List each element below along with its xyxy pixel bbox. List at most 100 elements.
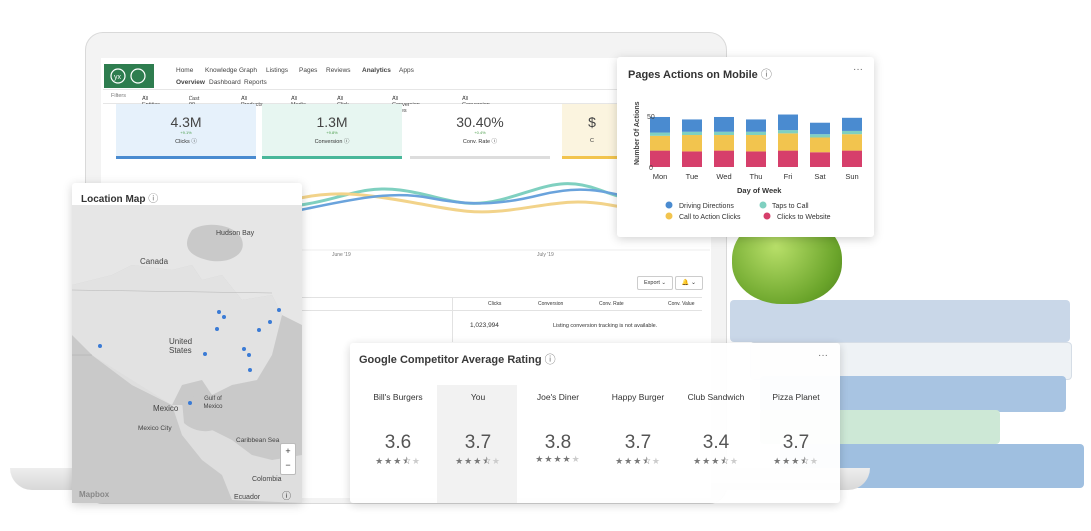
- map-label-united-states: United States: [169, 337, 193, 355]
- map-marker[interactable]: [277, 308, 281, 312]
- bar-clicks-to-website-fri[interactable]: [778, 150, 798, 167]
- nav-apps[interactable]: Apps: [399, 67, 414, 74]
- filter-media[interactable]: All Media ⌄: [291, 93, 306, 108]
- map-info-icon[interactable]: ⓘ: [282, 491, 292, 501]
- filter-entities[interactable]: All Entities ⌄: [142, 93, 160, 108]
- map-marker[interactable]: [257, 328, 261, 332]
- bar-taps-to-call-sat[interactable]: [810, 134, 830, 138]
- nav-reviews[interactable]: Reviews: [326, 67, 351, 74]
- map-marker[interactable]: [188, 401, 192, 405]
- legend-call-to-action[interactable]: Call to Action Clicks: [679, 214, 741, 221]
- info-icon[interactable]: ⓘ: [148, 194, 159, 205]
- competitor-column: Joe's Diner 3.8 ★★★★★: [518, 392, 598, 465]
- table-header-conv-rate[interactable]: Conv. Rate: [599, 301, 624, 307]
- tab-reports[interactable]: Reports: [244, 79, 267, 86]
- bar-call-to-action-clicks-sat[interactable]: [810, 137, 830, 153]
- mapbox-attribution[interactable]: Mapbox: [79, 490, 110, 499]
- bar-call-to-action-clicks-sun[interactable]: [842, 134, 862, 151]
- table-header-conversion[interactable]: Conversion: [538, 301, 564, 307]
- bar-driving-directions-wed[interactable]: [714, 116, 734, 132]
- filter-conversion-actions[interactable]: All Conversion Actions ⌄: [462, 93, 490, 114]
- bar-driving-directions-sun[interactable]: [842, 117, 862, 131]
- nav-knowledge-graph[interactable]: Knowledge Graph: [205, 67, 258, 74]
- bar-taps-to-call-wed[interactable]: [714, 131, 734, 136]
- bar-call-to-action-clicks-thu[interactable]: [746, 135, 766, 152]
- bar-driving-directions-mon[interactable]: [650, 116, 670, 133]
- competitor-rating-title: Google Competitor Average Rating ⓘ: [359, 354, 556, 366]
- zoom-out-button[interactable]: −: [285, 460, 291, 470]
- nav-listings[interactable]: Listings: [266, 67, 289, 74]
- competitor-column: Happy Burger 3.7 ★★★⯪★: [598, 392, 678, 470]
- kpi-delta: +9.8%: [326, 130, 338, 135]
- bar-taps-to-call-thu[interactable]: [746, 131, 766, 136]
- filter-conversion-types[interactable]: All Conversion Types ⌄: [392, 93, 420, 114]
- bar-driving-directions-sat[interactable]: [810, 122, 830, 135]
- legend-clicks-to-website[interactable]: Clicks to Website: [777, 214, 831, 221]
- bar-taps-to-call-mon[interactable]: [650, 132, 670, 136]
- bar-clicks-to-website-tue[interactable]: [682, 151, 702, 167]
- filter-date[interactable]: Last 90 Days ⌄: [189, 93, 202, 114]
- legend-driving-directions[interactable]: Driving Directions: [679, 203, 734, 210]
- bar-call-to-action-clicks-mon[interactable]: [650, 135, 670, 151]
- bar-call-to-action-clicks-tue[interactable]: [682, 135, 702, 152]
- bell-icon: 🔔: [681, 280, 690, 286]
- more-options-icon[interactable]: ···: [818, 350, 828, 361]
- competitor-name: You: [470, 392, 486, 402]
- legend-taps-to-call[interactable]: Taps to Call: [772, 203, 809, 210]
- table-header-clicks[interactable]: Clicks: [488, 301, 502, 307]
- filter-click-types[interactable]: All Click Types ⌄: [337, 93, 352, 114]
- nav-pages[interactable]: Pages: [299, 67, 318, 74]
- map-marker[interactable]: [98, 344, 102, 348]
- info-icon[interactable]: ⓘ: [544, 354, 556, 366]
- map-land: [72, 205, 302, 503]
- kpi-conv-value[interactable]: $ C: [562, 104, 622, 159]
- table-header-conv-value[interactable]: Conv. Value: [668, 301, 695, 307]
- bar-driving-directions-fri[interactable]: [778, 114, 798, 131]
- map-marker[interactable]: [268, 320, 272, 324]
- map-label-gulf-of-mexico: Gulf of Mexico: [203, 396, 223, 410]
- map-marker[interactable]: [222, 315, 226, 319]
- bar-call-to-action-clicks-fri[interactable]: [778, 133, 798, 151]
- map-marker[interactable]: [217, 310, 221, 314]
- map-marker[interactable]: [203, 352, 207, 356]
- location-map-card: Location Map ⓘ Hudson Bay Canada United …: [72, 183, 302, 503]
- tab-overview[interactable]: Overview: [176, 79, 205, 86]
- bar-clicks-to-website-sun[interactable]: [842, 150, 862, 167]
- kpi-conv-rate[interactable]: 30.40% +0.4% Conv. Rate ⓘ: [410, 104, 550, 159]
- alert-button[interactable]: 🔔 ⌄: [675, 276, 703, 290]
- bar-clicks-to-website-mon[interactable]: [650, 150, 670, 167]
- chart-y-axis-label: Number Of Actions: [634, 101, 641, 165]
- map-marker[interactable]: [215, 327, 219, 331]
- map-marker[interactable]: [248, 368, 252, 372]
- export-button[interactable]: Export ⌄: [637, 276, 673, 290]
- competitor-name: Joe's Diner: [536, 392, 580, 402]
- bar-taps-to-call-fri[interactable]: [778, 130, 798, 134]
- bar-clicks-to-website-thu[interactable]: [746, 151, 766, 167]
- bar-call-to-action-clicks-wed[interactable]: [714, 135, 734, 151]
- kpi-clicks[interactable]: 4.3M +9.1% Clicks ⓘ: [116, 104, 256, 159]
- bar-driving-directions-tue[interactable]: [682, 119, 702, 132]
- bar-clicks-to-website-wed[interactable]: [714, 150, 734, 167]
- map-marker[interactable]: [242, 347, 246, 351]
- map-area[interactable]: Hudson Bay Canada United States Gulf of …: [72, 205, 302, 503]
- competitor-column: Club Sandwich 3.4 ★★★⯪★: [676, 392, 756, 470]
- map-marker[interactable]: [247, 353, 251, 357]
- app-logo: yx: [104, 64, 154, 88]
- location-map-title: Location Map ⓘ: [81, 194, 159, 205]
- zoom-in-button[interactable]: +: [285, 446, 291, 456]
- bar-taps-to-call-sun[interactable]: [842, 130, 862, 135]
- tab-dashboard[interactable]: Dashboard: [209, 79, 241, 86]
- more-options-icon[interactable]: ···: [853, 64, 863, 75]
- bar-driving-directions-thu[interactable]: [746, 119, 766, 132]
- nav-analytics[interactable]: Analytics: [362, 67, 391, 74]
- info-icon[interactable]: ⓘ: [760, 69, 772, 81]
- map-label-ecuador: Ecuador: [234, 494, 261, 501]
- bar-clicks-to-website-sat[interactable]: [810, 152, 830, 167]
- nav-home[interactable]: Home: [176, 67, 194, 74]
- kpi-conversion[interactable]: 1.3M +9.8% Conversion ⓘ: [262, 104, 402, 159]
- filter-products[interactable]: All Products ⌄: [241, 93, 263, 108]
- chart-x-axis-label: Day of Week: [737, 186, 782, 195]
- svg-text:yx: yx: [114, 74, 122, 81]
- bar-taps-to-call-tue[interactable]: [682, 131, 702, 136]
- table-cell-note: Listing conversion tracking is not avail…: [553, 323, 658, 329]
